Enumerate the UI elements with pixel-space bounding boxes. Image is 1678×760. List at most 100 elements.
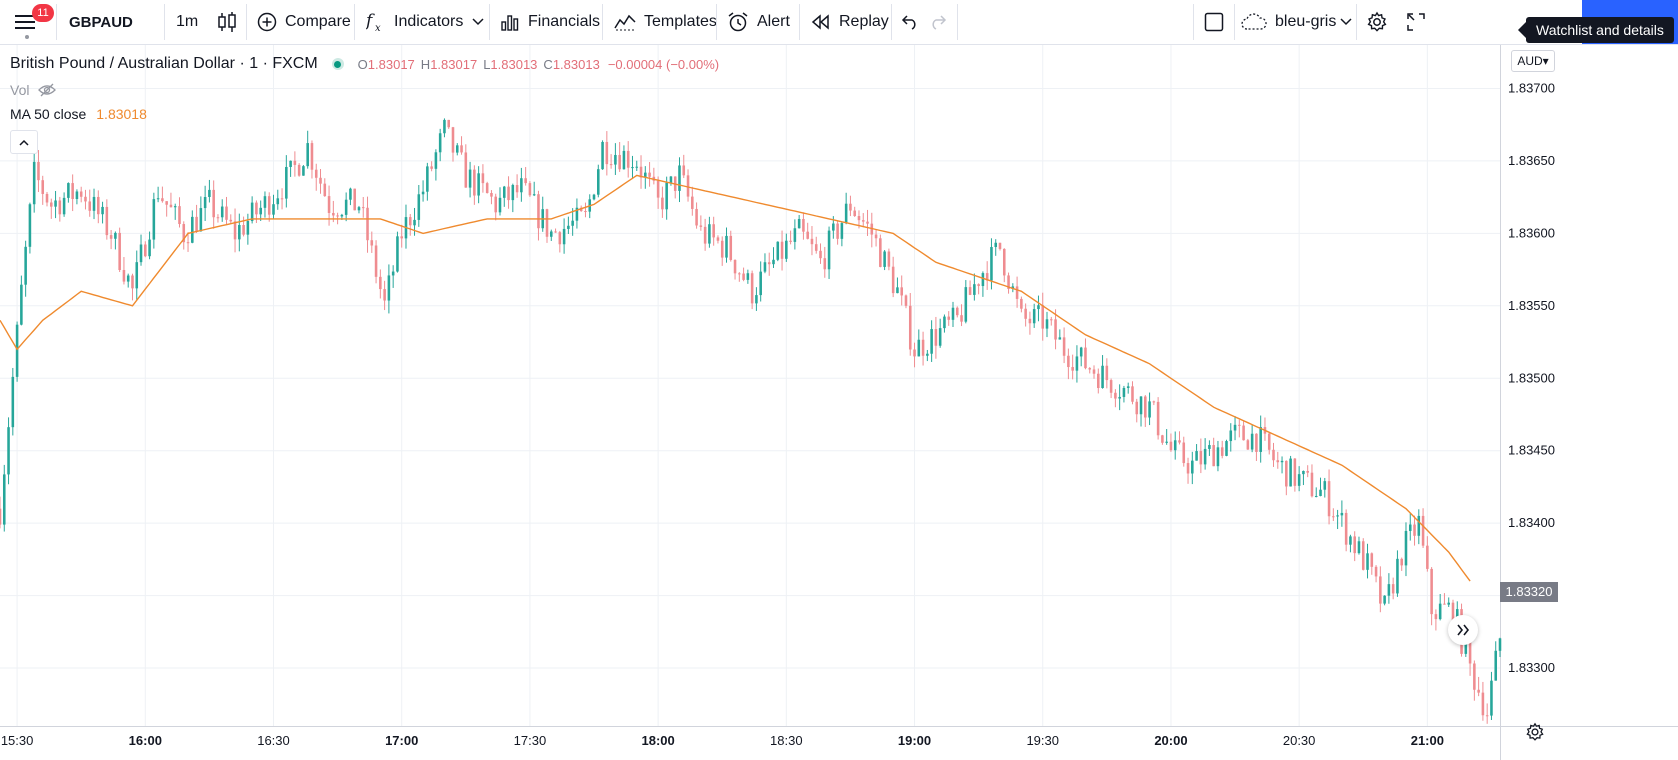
chart-settings-button[interactable] (1366, 0, 1388, 44)
chevron-down-icon (472, 18, 484, 26)
alert-button[interactable]: Alert (727, 0, 790, 44)
candle-up (832, 223, 835, 231)
candle-down (1413, 524, 1416, 536)
candle-down (1028, 318, 1032, 324)
interval-button[interactable]: 1m (176, 13, 199, 30)
watchlist-tooltip: Watchlist and details (1526, 17, 1674, 43)
candle-down (1272, 449, 1275, 461)
candle-down (857, 215, 861, 221)
candle-up (1447, 602, 1450, 605)
candle-down (430, 166, 433, 169)
candle-down (490, 192, 493, 197)
candle-down (814, 244, 818, 251)
candle-down (447, 119, 450, 128)
redo-button[interactable] (928, 0, 948, 44)
candle-up (1408, 524, 1412, 531)
candle-up (502, 186, 506, 198)
candle-up (1191, 460, 1194, 474)
layout-name-button[interactable]: bleu-gris (1241, 0, 1336, 44)
candle-up (951, 307, 955, 320)
candles-icon (218, 12, 236, 32)
time-tick-label: 17:00 (385, 733, 418, 748)
candle-down (1161, 435, 1164, 443)
chart-type-button[interactable] (216, 0, 238, 44)
templates-button[interactable]: Templates (614, 0, 717, 44)
select-layout-button[interactable] (1204, 0, 1224, 44)
currency-selector[interactable]: AUD▾ (1511, 50, 1555, 72)
candle-down (716, 237, 720, 241)
eye-hidden-icon[interactable] (37, 83, 57, 97)
candle-down (58, 200, 62, 215)
candle-down (558, 232, 562, 245)
candle-up (7, 427, 10, 475)
candle-down (1451, 602, 1455, 626)
layout-dropdown-button[interactable] (1340, 0, 1352, 44)
candle-down (1054, 319, 1057, 340)
close-label: C (543, 56, 553, 72)
candle-up (306, 143, 309, 167)
candle-up (1037, 305, 1040, 310)
toolbar-divider (489, 4, 490, 40)
candle-down (460, 145, 463, 153)
redo-icon (932, 15, 947, 30)
candle-down (823, 258, 827, 270)
candle-down (1015, 286, 1019, 299)
candle-down (661, 197, 664, 210)
scale-settings-button[interactable] (1525, 722, 1545, 747)
candle-down (767, 262, 771, 265)
candle-down (1421, 515, 1425, 546)
candle-down (178, 206, 181, 225)
candle-up (776, 241, 780, 260)
candle-down (1332, 516, 1335, 518)
compare-button[interactable]: Compare (257, 0, 351, 44)
cloud-icon (1241, 13, 1267, 30)
candle-down (806, 231, 809, 239)
candle-up (1101, 365, 1104, 389)
low-value: L1.83013 (483, 57, 537, 72)
candle-up (28, 204, 32, 247)
price-tick-label: 1.83650 (1508, 153, 1555, 168)
chevron-up-icon (19, 139, 29, 146)
financials-label: Financials (528, 13, 601, 30)
candle-down (1391, 584, 1395, 594)
undo-button[interactable] (900, 0, 920, 44)
candle-up (1118, 396, 1121, 399)
candle-down (169, 204, 173, 208)
candle-up (417, 194, 421, 220)
candle-down (789, 240, 792, 242)
time-tick-label: 17:30 (514, 733, 547, 748)
candle-up (1319, 489, 1322, 497)
scroll-to-realtime-button[interactable] (1448, 615, 1478, 645)
indicators-button[interactable]: f x Indicators (366, 0, 463, 44)
toolbar-divider (246, 4, 247, 40)
price-chart[interactable]: 1.83700 1.83650 1.83600 1.83550 1.83500 1.834… (0, 45, 1678, 760)
symbol-search-button[interactable]: GBPAUD (69, 13, 133, 31)
financials-button[interactable]: Financials (500, 0, 600, 44)
svg-text:x: x (375, 23, 381, 33)
replay-button[interactable]: Replay (811, 0, 889, 44)
candle-up (434, 152, 438, 169)
candle-up (468, 169, 472, 188)
candle-up (246, 221, 250, 235)
candle-down (1084, 347, 1087, 369)
ma-legend-row[interactable]: MA 50 close 1.83018 (10, 102, 719, 126)
candle-up (250, 202, 254, 222)
chart-legend: British Pound / Australian Dollar · 1 · … (10, 52, 719, 154)
candle-down (293, 160, 297, 165)
candle-down (626, 150, 630, 168)
candle-up (1464, 639, 1468, 654)
candle-down (998, 242, 1002, 249)
candle-down (879, 238, 882, 267)
candle-up (1032, 309, 1036, 324)
fullscreen-button[interactable] (1406, 0, 1426, 44)
candle-down (1212, 445, 1215, 467)
candle-up (1383, 595, 1386, 604)
main-menu-button[interactable] (14, 0, 44, 44)
volume-legend-row[interactable]: Vol (10, 78, 719, 102)
candle-down (1071, 367, 1074, 371)
indicators-dropdown-button[interactable] (472, 0, 484, 44)
legend-collapse-button[interactable] (10, 130, 38, 154)
templates-label: Templates (644, 13, 717, 30)
candle-down (836, 223, 839, 239)
candle-down (1379, 576, 1382, 604)
